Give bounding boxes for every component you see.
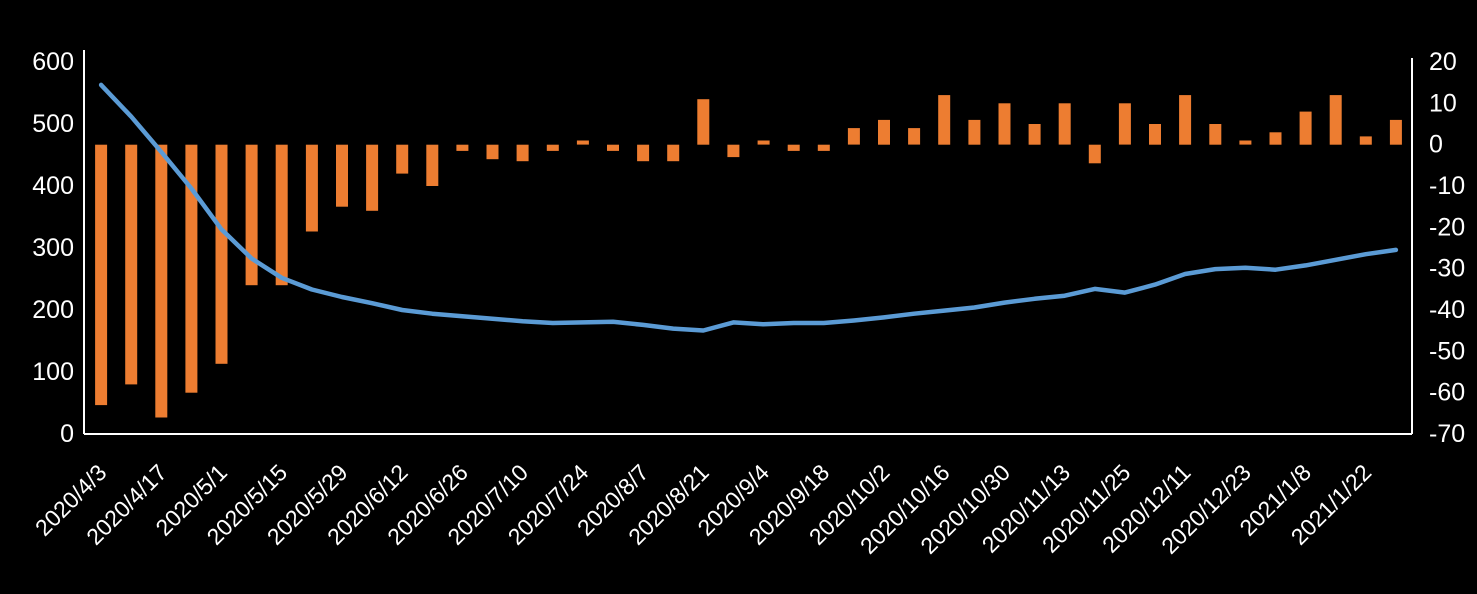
bar bbox=[486, 144, 499, 160]
bar bbox=[396, 144, 409, 174]
bar bbox=[1329, 95, 1342, 145]
right-axis-tick-label: -20 bbox=[1429, 213, 1465, 241]
bar bbox=[1179, 95, 1192, 145]
right-axis-tick-label: -30 bbox=[1429, 255, 1465, 283]
bar bbox=[456, 144, 469, 151]
right-axis-tick-label: -60 bbox=[1429, 379, 1465, 407]
x-axis-labels: 2020/4/32020/4/172020/5/12020/5/152020/5… bbox=[30, 459, 1376, 559]
bar bbox=[275, 144, 288, 286]
left-axis-labels: 600 500 400 300 200 100 0 bbox=[32, 48, 74, 448]
bar bbox=[1088, 144, 1101, 164]
bar bbox=[1359, 136, 1372, 145]
right-axis-tick-label: -40 bbox=[1429, 296, 1465, 324]
bar bbox=[305, 144, 318, 232]
bar bbox=[787, 144, 800, 151]
left-axis-tick-label: 0 bbox=[60, 420, 74, 448]
right-axis-tick-label: -10 bbox=[1429, 172, 1465, 200]
bar bbox=[607, 144, 619, 151]
left-axis-tick-label: 100 bbox=[32, 358, 74, 386]
bar bbox=[1058, 103, 1071, 145]
bar bbox=[968, 119, 981, 145]
bar bbox=[1118, 103, 1131, 145]
bar bbox=[847, 128, 860, 145]
bar bbox=[1299, 111, 1312, 145]
bar bbox=[1028, 124, 1041, 145]
bar bbox=[245, 144, 258, 286]
right-axis-tick-label: -70 bbox=[1429, 420, 1465, 448]
bar bbox=[1149, 124, 1161, 145]
line-series bbox=[98, 82, 1399, 333]
bar bbox=[576, 140, 589, 145]
bar bbox=[546, 144, 559, 151]
bar bbox=[727, 144, 740, 158]
bar bbox=[215, 144, 228, 364]
bar bbox=[637, 144, 650, 162]
bar bbox=[125, 144, 138, 385]
bar bbox=[1269, 132, 1282, 145]
bar bbox=[938, 95, 951, 145]
bar bbox=[697, 99, 710, 145]
left-axis-tick-label: 200 bbox=[32, 296, 74, 324]
left-axis-tick-label: 300 bbox=[32, 234, 74, 262]
right-axis-tick-label: 0 bbox=[1429, 131, 1443, 159]
right-axis-labels: 20 10 0 -10 -20 -30 -40 -50 -60 -70 bbox=[1429, 48, 1465, 448]
left-axis-tick-label: 400 bbox=[32, 172, 74, 200]
left-axis-tick-label: 500 bbox=[32, 110, 74, 138]
bar bbox=[366, 144, 379, 211]
bar bbox=[998, 103, 1011, 145]
left-axis-tick-label: 600 bbox=[32, 48, 74, 76]
bar bbox=[185, 144, 198, 393]
right-axis-tick-label: 10 bbox=[1429, 89, 1457, 117]
right-axis-tick-label: -50 bbox=[1429, 337, 1465, 365]
bar bbox=[757, 140, 770, 145]
bar bbox=[1209, 124, 1222, 145]
bar bbox=[155, 144, 168, 418]
bar bbox=[95, 144, 108, 406]
bar bbox=[1389, 119, 1402, 145]
bar bbox=[667, 144, 680, 162]
bar bbox=[426, 144, 439, 186]
bar-series-group bbox=[95, 95, 1402, 418]
bar bbox=[878, 119, 890, 145]
bar bbox=[908, 128, 921, 145]
bar bbox=[336, 144, 348, 207]
bar bbox=[1239, 140, 1252, 145]
right-axis-tick-label: 20 bbox=[1429, 48, 1457, 76]
bar bbox=[516, 144, 529, 162]
bar bbox=[817, 144, 830, 151]
